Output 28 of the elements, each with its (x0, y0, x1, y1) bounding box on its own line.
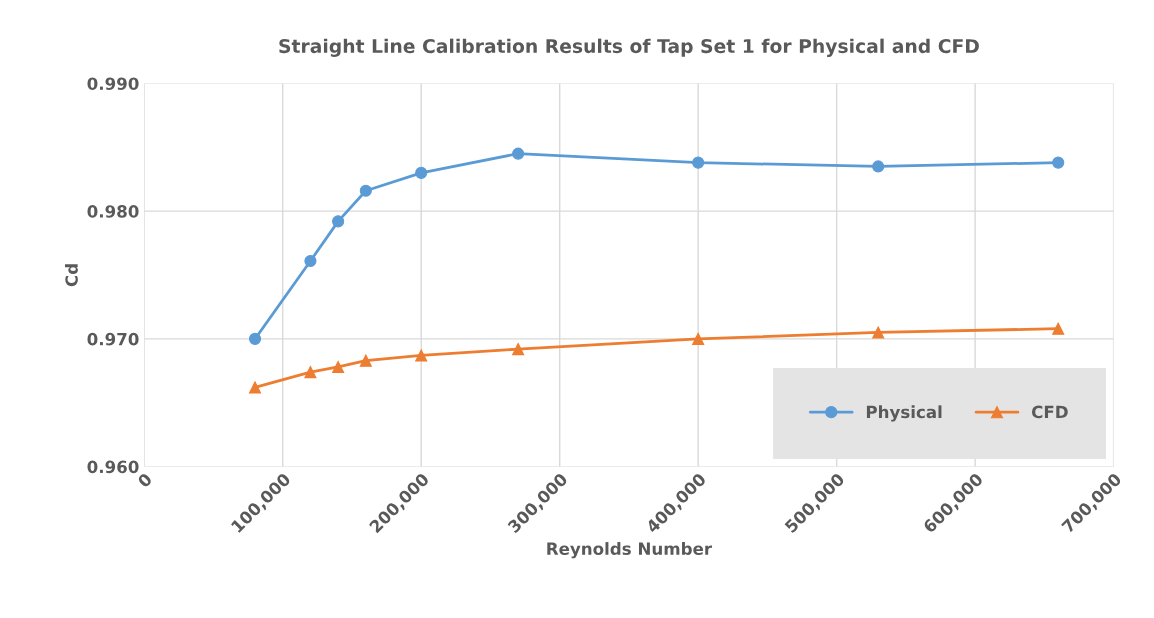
point (248, 332, 262, 345)
x-tick-label: 0 (136, 472, 153, 489)
y-tick-label: 0.970 (87, 332, 139, 346)
point (332, 360, 345, 374)
point (872, 160, 885, 173)
point (304, 366, 317, 379)
y-tick-label: 0.960 (87, 460, 139, 474)
y-tick-label: 0.990 (87, 77, 139, 90)
point (359, 184, 372, 197)
point (248, 381, 262, 394)
point (692, 156, 705, 169)
y-tick-label: 0.980 (87, 205, 139, 218)
point (1052, 156, 1065, 169)
point (512, 343, 525, 356)
point (415, 166, 428, 179)
legend-label: CFD (1031, 405, 1068, 419)
point (332, 215, 345, 228)
y-axis-title: Cd (64, 264, 78, 287)
point (359, 354, 372, 367)
x-axis-title: Reynolds Number (547, 542, 713, 559)
legend-label: Physical (866, 405, 942, 422)
point (692, 332, 705, 345)
point (1052, 322, 1065, 335)
point (872, 326, 885, 339)
point (512, 147, 525, 160)
point (415, 349, 428, 362)
point (304, 254, 317, 268)
chart-title: Straight Line Calibration Results of Tap Set 1 for Physical and CFD (279, 38, 979, 57)
